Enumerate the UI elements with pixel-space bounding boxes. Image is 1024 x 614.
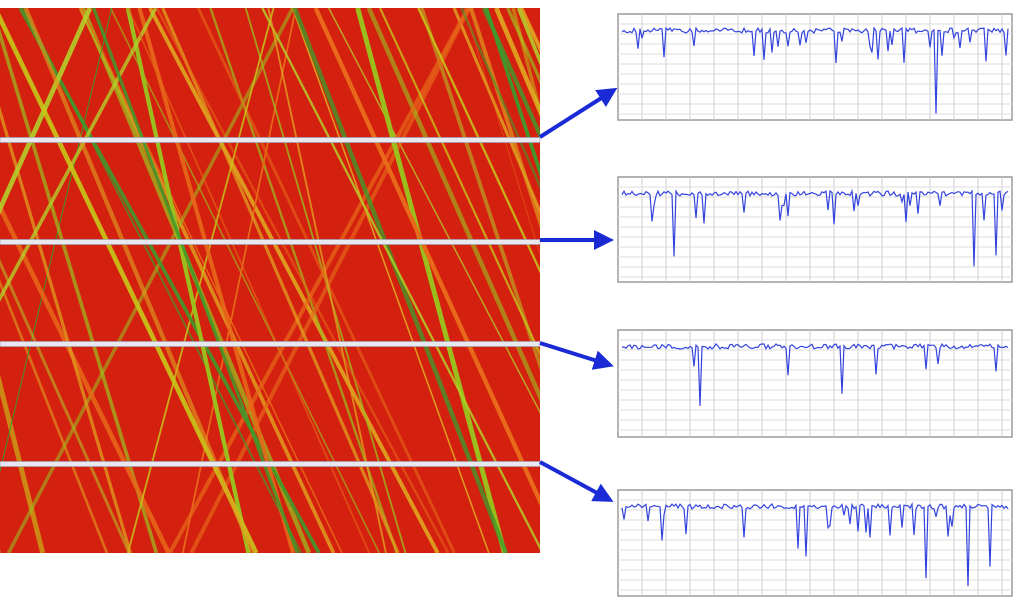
profile-trace [621,26,1009,114]
streak [463,8,540,257]
arrow [539,460,614,502]
profile-trace [621,501,1009,587]
streak [379,8,540,357]
streak [417,8,540,274]
streak [0,8,93,215]
streak [481,8,540,141]
streak [460,8,540,190]
streak [328,8,540,414]
scan-line [0,239,541,245]
scan-line [0,137,541,143]
profile-trace [621,342,1009,407]
panel-frame [617,329,1013,438]
profile-trace [621,188,1009,267]
streak [0,8,158,303]
arrow [539,341,614,370]
streak [419,8,540,372]
streak [366,8,540,403]
scan-line [0,461,541,467]
arrows [538,87,618,502]
streak [484,8,540,178]
arrow [538,87,618,139]
streak [511,8,540,118]
scan-line [0,341,541,347]
profile-panels [617,13,1013,597]
streak [494,8,540,117]
